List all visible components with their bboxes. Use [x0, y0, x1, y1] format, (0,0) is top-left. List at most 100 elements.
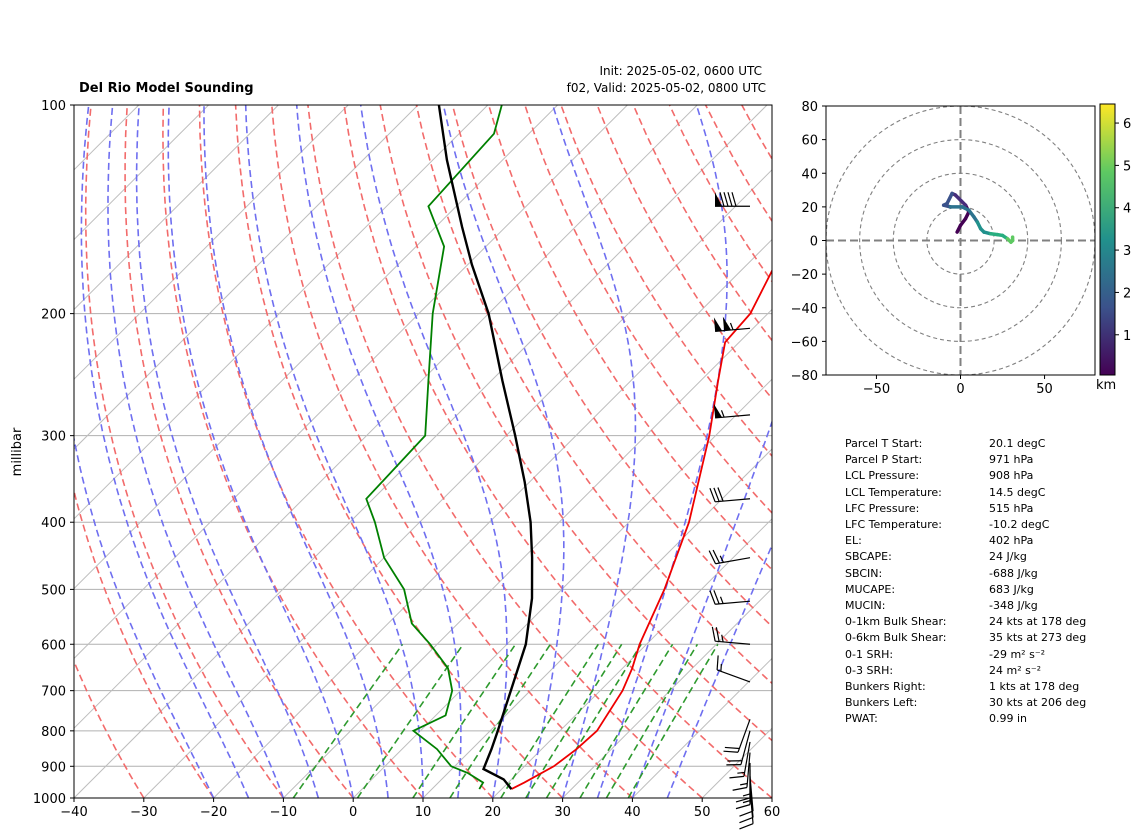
stat-row: LFC Pressure: 515 hPa: [845, 501, 1086, 517]
wind-barb-full: [712, 549, 721, 564]
chart-title: Del Rio Model Sounding: [79, 81, 254, 96]
mixing-ratio-line: [545, 643, 642, 798]
wind-barb-half: [742, 800, 751, 804]
wind-barb-half: [720, 664, 722, 672]
x-tick-label: −30: [130, 805, 157, 820]
valid-time: f02, Valid: 2025-05-02, 0800 UTC: [567, 81, 766, 95]
wind-barb-staff: [737, 719, 751, 753]
mixing-ratio-line: [356, 643, 464, 798]
wind-barb-half: [742, 793, 751, 797]
stat-value: 24 m² s⁻²: [989, 663, 1042, 677]
wind-barb-staff: [715, 600, 751, 605]
stat-value: 20.1 degC: [989, 437, 1046, 450]
moist-adiabat: [631, 419, 772, 798]
stat-label: SBCAPE:: [845, 550, 892, 564]
stat-label: MUCIN:: [845, 599, 886, 613]
mixing-ratio-line: [412, 643, 517, 798]
wind-barb-full: [735, 804, 751, 810]
colorbar-tick-label: 5: [1123, 159, 1131, 174]
moist-adiabat: [135, 105, 320, 798]
wind-barb-full: [709, 488, 716, 503]
hodograph-x-tick-label: 50: [1036, 382, 1053, 397]
dry-adiabat: [379, 105, 772, 742]
isotherm: [74, 105, 279, 311]
dry-adiabat: [487, 105, 772, 571]
stat-label: SBCIN:: [845, 566, 883, 580]
colorbar-tick-label: 6: [1123, 117, 1131, 132]
stat-value: -348 J/kg: [989, 599, 1038, 613]
dry-adiabat: [560, 105, 772, 458]
colorbar-tick-label: 4: [1123, 202, 1131, 217]
dry-adiabat: [343, 105, 772, 798]
wind-barb-full: [715, 627, 720, 642]
mixing-ratio-line: [500, 643, 599, 798]
moist-adiabat: [203, 105, 389, 798]
stat-value: 908 hPa: [989, 469, 1034, 483]
stat-row: MUCIN: -348 J/kg: [845, 598, 1086, 614]
y-tick-label: 600: [41, 638, 66, 653]
stat-row: MUCAPE: 683 J/kg: [845, 582, 1086, 598]
stat-value: 30 kts at 206 deg: [989, 696, 1087, 710]
hodograph-y-tick-label: 40: [801, 167, 818, 182]
moist-adiabat: [596, 105, 728, 798]
isotherm: [74, 105, 419, 450]
wind-barb-full: [723, 192, 729, 207]
dry-adiabat: [271, 105, 633, 798]
x-tick-label: 40: [624, 805, 641, 820]
wind-barb-full: [739, 810, 754, 817]
moist-adiabat: [80, 105, 250, 798]
stat-label: 0-1km Bulk Shear:: [845, 615, 947, 629]
y-tick-label: 300: [41, 430, 66, 445]
hodograph-y-tick-label: 80: [801, 100, 818, 115]
stat-label: Bunkers Right:: [845, 680, 926, 694]
isotherm: [74, 105, 628, 660]
stat-row: 0-1km Bulk Shear: 24 kts at 178 deg: [845, 614, 1086, 630]
x-tick-label: 50: [694, 805, 711, 820]
wind-barb-full: [716, 655, 719, 671]
x-tick-label: 60: [764, 805, 781, 820]
stat-label: LFC Pressure:: [845, 501, 920, 515]
isotherm: [74, 105, 349, 380]
wind-barb-half: [737, 771, 745, 774]
y-tick-label: 200: [41, 308, 66, 323]
stat-value: -688 J/kg: [989, 566, 1038, 580]
y-tick-label: 700: [41, 685, 66, 700]
x-tick-label: 30: [554, 805, 571, 820]
isotherm: [143, 169, 772, 798]
hodograph-y-tick-label: −20: [791, 268, 818, 283]
dry-adiabat: [74, 659, 145, 798]
wind-barb-full: [729, 775, 744, 779]
moist-adiabat: [295, 105, 462, 798]
moist-adiabat: [359, 105, 508, 798]
stat-label: MUCAPE:: [845, 582, 896, 596]
y-axis-label: millibar: [10, 427, 25, 476]
hodograph-y-tick-label: −80: [791, 369, 818, 384]
wind-barb-full: [709, 590, 716, 605]
y-tick-label: 800: [41, 725, 66, 740]
wind-barb-full: [713, 590, 720, 605]
wind-barb-flag: [722, 316, 732, 331]
hodograph-x-tick-label: −50: [863, 382, 890, 397]
mixing-ratio-line: [627, 643, 719, 798]
stat-label: 0-6km Bulk Shear:: [845, 631, 947, 645]
mixing-ratio-line: [525, 643, 623, 798]
stat-value: -10.2 degC: [989, 518, 1050, 532]
stat-row: Bunkers Right: 1 kts at 178 deg: [845, 679, 1086, 695]
stat-value: 971 hPa: [989, 453, 1034, 467]
stat-row: 0-1 SRH: -29 m² s⁻²: [845, 647, 1086, 663]
isotherm: [74, 105, 209, 241]
stat-label: 0-3 SRH:: [845, 663, 894, 677]
moist-adiabat: [551, 105, 637, 798]
stat-value: 515 hPa: [989, 501, 1034, 515]
stat-row: Parcel T Start: 20.1 degC: [845, 436, 1086, 452]
mixing-ratio-line: [449, 643, 552, 798]
x-tick-label: 0: [349, 805, 357, 820]
wind-barb-full: [717, 487, 724, 502]
moist-adiabat: [167, 105, 354, 798]
isotherm: [74, 105, 558, 590]
stat-label: EL:: [845, 534, 862, 548]
dry-adiabat: [198, 105, 494, 798]
isotherm: [74, 105, 698, 729]
wind-barb-half: [720, 410, 725, 418]
wind-barb-full: [708, 550, 717, 565]
